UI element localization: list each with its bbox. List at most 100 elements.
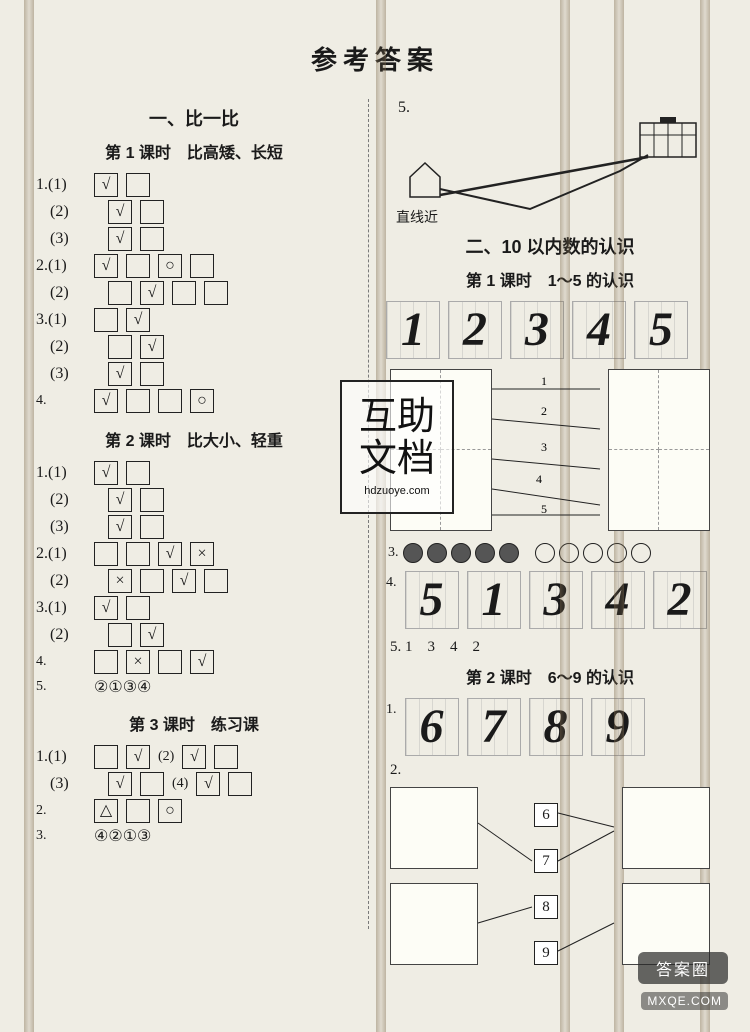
answer-box <box>126 254 150 278</box>
q-label: 2.(1) <box>36 257 86 275</box>
answer-box: × <box>190 542 214 566</box>
digit-box: 7 <box>467 698 521 756</box>
q-label: 2. <box>390 762 720 779</box>
section-heading: 一、比一比 <box>30 105 358 131</box>
q-label: 5. <box>398 99 720 117</box>
answer-box: √ <box>94 389 118 413</box>
q-sub: (2) <box>36 491 100 509</box>
answer-box: √ <box>126 308 150 332</box>
answer-row: 2.(1)√○ <box>36 254 358 278</box>
digit-box: 8 <box>529 698 583 756</box>
answer-box <box>140 569 164 593</box>
answer-row: 2. △ ○ <box>36 799 358 823</box>
answer-box <box>108 281 132 305</box>
q-label: 1.(1) <box>36 464 86 482</box>
digit-box: 2 <box>653 571 707 629</box>
answer-box: × <box>126 650 150 674</box>
digit: 3 <box>525 306 549 354</box>
digit-box: 5 <box>405 571 459 629</box>
answer-box <box>94 542 118 566</box>
lesson-heading: 第 1 课时 1～5 的认识 <box>380 267 720 291</box>
answer-box: √ <box>158 542 182 566</box>
answer-box: ○ <box>190 389 214 413</box>
page: 参考答案 一、比一比 第 1 课时 比高矮、长短 1.(1)√ (2)√ (3)… <box>0 0 750 1032</box>
q-label: 3.(1) <box>36 599 86 617</box>
lesson-heading: 第 2 课时 比大小、轻重 <box>30 427 358 451</box>
q-sub: (3) <box>36 518 100 536</box>
q-sub: (3) <box>36 230 100 248</box>
filled-circle-icon <box>403 543 423 563</box>
digit-box: 3 <box>529 571 583 629</box>
answer-box <box>126 542 150 566</box>
digit: 2 <box>668 576 692 624</box>
q-label: 4. <box>36 654 86 670</box>
q-label: 1.(1) <box>36 176 86 194</box>
circle-row: 3. <box>388 543 712 563</box>
answer-row: 3.(1)√ <box>36 596 358 620</box>
answer-box: √ <box>190 650 214 674</box>
q-label: 4. <box>386 575 397 591</box>
digit: 2 <box>463 306 487 354</box>
q-label: 2. <box>36 803 86 819</box>
answer-box <box>108 623 132 647</box>
digit-box: 1 <box>467 571 521 629</box>
answer-box: √ <box>94 254 118 278</box>
answer-box: △ <box>94 799 118 823</box>
digit-box: 1 <box>386 301 440 359</box>
q-sub: (3) <box>36 365 100 383</box>
answer-row: (2)√ <box>36 335 358 359</box>
digit: 1 <box>401 306 425 354</box>
q-label: 4. <box>36 393 86 409</box>
answer-row: 2.(1)√× <box>36 542 358 566</box>
answer-box <box>126 389 150 413</box>
q-sub: (2) <box>158 749 174 765</box>
q-sub: (3) <box>36 775 100 793</box>
paper-crease <box>24 0 34 1032</box>
answer-box <box>94 745 118 769</box>
answer-box: ○ <box>158 799 182 823</box>
filled-circle-icon <box>499 543 519 563</box>
digit: 1 <box>482 576 506 624</box>
digit-box: 5 <box>634 301 688 359</box>
svg-text:5: 5 <box>541 502 547 516</box>
answer-box: √ <box>94 173 118 197</box>
answer-box: √ <box>108 772 132 796</box>
answer-box <box>204 281 228 305</box>
digit: 6 <box>420 703 444 751</box>
matching-diagram: 6 7 8 9 <box>386 783 714 973</box>
answer-row: 3.④②①③ <box>36 826 358 846</box>
section-heading: 二、10 以内数的认识 <box>380 233 720 259</box>
q-label: 1.(1) <box>36 748 86 766</box>
digit-box: 3 <box>510 301 564 359</box>
diagram-caption: 直线近 <box>396 207 438 227</box>
answer-row: 4. × √ <box>36 650 358 674</box>
answer-box <box>108 335 132 359</box>
left-column: 一、比一比 第 1 课时 比高矮、长短 1.(1)√ (2)√ (3)√ 2.(… <box>30 99 358 977</box>
q-label: 5. <box>390 639 401 655</box>
q-sub: (2) <box>36 338 100 356</box>
answer-row: (3)√ <box>36 362 358 386</box>
q-sub: (2) <box>36 284 100 302</box>
answer-box <box>94 650 118 674</box>
answer-row: 5. 1 3 4 2 <box>390 635 720 656</box>
digit-row: 4. 5 1 3 4 2 <box>386 571 714 629</box>
q-label: 1. <box>386 702 397 718</box>
empty-circle-icon <box>631 543 651 563</box>
answer-box: √ <box>182 745 206 769</box>
answer-box <box>204 569 228 593</box>
answer-box <box>214 745 238 769</box>
lesson-heading: 第 2 课时 6～9 的认识 <box>380 664 720 688</box>
answer-box <box>126 596 150 620</box>
answer-text: ④②①③ <box>94 826 151 846</box>
filled-circle-icon <box>427 543 447 563</box>
answer-box <box>140 488 164 512</box>
answer-row: (2)√ <box>36 623 358 647</box>
answer-box <box>140 227 164 251</box>
answer-box: √ <box>140 623 164 647</box>
filled-circle-icon <box>451 543 471 563</box>
answer-text: ②①③④ <box>94 677 151 697</box>
digit: 5 <box>649 306 673 354</box>
filled-circle-icon <box>475 543 495 563</box>
answer-text: 1 3 4 2 <box>405 639 480 655</box>
brand-site: MXQE.COM <box>641 992 728 1010</box>
